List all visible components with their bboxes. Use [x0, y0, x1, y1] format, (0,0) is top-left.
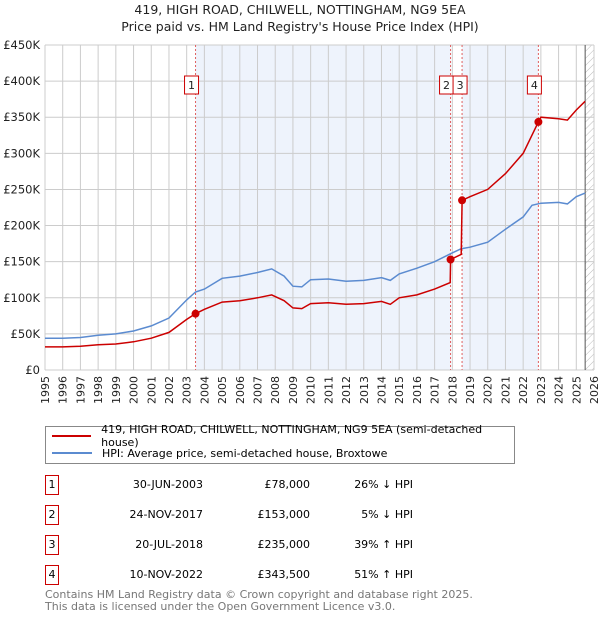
sale-price: £78,000	[264, 478, 311, 491]
legend-swatch-hpi	[52, 452, 92, 454]
legend: 419, HIGH ROAD, CHILWELL, NOTTINGHAM, NG…	[45, 423, 515, 464]
sale-date: 10-NOV-2022	[129, 568, 203, 581]
legend-label-price: 419, HIGH ROAD, CHILWELL, NOTTINGHAM, NG…	[101, 423, 483, 449]
sale-date: 30-JUN-2003	[132, 478, 203, 491]
sale-label-box	[452, 75, 468, 95]
x-tick-label: 1998	[92, 376, 105, 404]
sale-number: 1	[45, 475, 59, 495]
y-tick-label: £400K	[3, 74, 40, 88]
chart-subtitle: Price paid vs. HM Land Registry's House …	[121, 19, 479, 34]
x-tick-label: 2012	[340, 376, 353, 404]
y-tick-label: £0	[25, 363, 40, 377]
sale-label-number: 1	[188, 79, 195, 92]
x-tick-label: 2013	[358, 376, 371, 404]
sale-label-number: 2	[443, 79, 450, 92]
x-tick-label: 2003	[181, 376, 194, 404]
x-tick-label: 2019	[464, 376, 477, 404]
sale-row: 1 30-JUN-2003 £78,000 26% ↓ HPI	[45, 475, 465, 495]
x-tick-label: 2002	[163, 376, 176, 404]
sale-row: 4 10-NOV-2022 £343,500 51% ↑ HPI	[45, 565, 465, 585]
x-tick-label: 2010	[305, 376, 318, 404]
forecast-hatch	[585, 45, 594, 370]
sale-label-box	[184, 75, 200, 95]
price-paid-line	[45, 100, 586, 348]
x-tick-label: 2006	[234, 376, 247, 404]
x-tick-label: 2014	[375, 376, 388, 404]
x-tick-label: 2011	[322, 376, 335, 404]
x-tick-label: 2016	[411, 376, 424, 404]
x-tick-label: 1997	[74, 376, 87, 404]
x-tick-label: 2023	[535, 376, 548, 404]
sale-row: 3 20-JUL-2018 £235,000 39% ↑ HPI	[45, 535, 465, 555]
sale-price: £235,000	[257, 538, 311, 551]
x-tick-label: 2001	[145, 376, 158, 404]
y-tick-label: £150K	[3, 255, 40, 269]
x-tick-label: 2009	[287, 376, 300, 404]
sale-hpi-diff: 51% ↑ HPI	[354, 568, 413, 581]
sale-number: 4	[45, 565, 59, 585]
sale-number: 2	[45, 505, 59, 525]
x-tick-label: 1996	[57, 376, 70, 404]
x-tick-label: 2004	[198, 376, 211, 404]
sale-date: 24-NOV-2017	[129, 508, 203, 521]
x-tick-label: 2005	[216, 376, 229, 404]
chart-title: 419, HIGH ROAD, CHILWELL, NOTTINGHAM, NG…	[134, 2, 466, 17]
sale-hpi-diff: 39% ↑ HPI	[354, 538, 413, 551]
y-tick-label: £250K	[3, 182, 40, 196]
y-tick-label: £200K	[3, 219, 40, 233]
legend-swatch-price	[52, 435, 92, 437]
x-tick-label: 1999	[110, 376, 123, 404]
y-tick-label: £450K	[3, 38, 40, 52]
line-chart: 1995 1996 1997 1998 1999 2000 2001 2002 2003 2004…	[3, 38, 600, 404]
sale-hpi-diff: 26% ↓ HPI	[354, 478, 413, 491]
shaded-period	[462, 45, 539, 370]
sale-number: 3	[45, 535, 59, 555]
sale-point	[534, 117, 543, 126]
x-tick-label: 2018	[446, 376, 459, 404]
x-tick-label: 2008	[269, 376, 282, 404]
x-tick-label: 2000	[128, 376, 141, 404]
hpi-line	[45, 192, 586, 339]
sale-hpi-diff: 5% ↓ HPI	[361, 508, 413, 521]
x-tick-label: 2007	[252, 376, 265, 404]
shaded-period	[195, 45, 451, 370]
footer-licence: This data is licensed under the Open Gov…	[45, 600, 396, 613]
sale-label-number: 3	[457, 79, 464, 92]
x-tick-label: 2020	[482, 376, 495, 404]
y-tick-label: £100K	[3, 291, 40, 305]
sale-date: 20-JUL-2018	[135, 538, 203, 551]
x-tick-label: 1995	[39, 376, 52, 404]
sale-label-number: 4	[531, 79, 538, 92]
y-tick-label: £50K	[11, 327, 41, 341]
x-tick-label: 2025	[570, 376, 583, 404]
x-tick-label: 2022	[517, 376, 530, 404]
sale-row: 2 24-NOV-2017 £153,000 5% ↓ HPI	[45, 505, 465, 525]
x-tick-label: 2021	[499, 376, 512, 404]
sale-point	[191, 309, 200, 318]
sale-point	[458, 196, 467, 205]
x-tick-label: 2017	[429, 376, 442, 404]
x-tick-label: 2026	[588, 376, 600, 404]
sale-price: £343,500	[257, 568, 311, 581]
sale-point	[446, 255, 455, 264]
legend-label-hpi: HPI: Average price, semi-detached house,…	[102, 446, 388, 460]
x-tick-label: 2015	[393, 376, 406, 404]
footer-copyright: Contains HM Land Registry data © Crown c…	[45, 588, 473, 601]
sale-price: £153,000	[257, 508, 311, 521]
y-tick-label: £350K	[3, 110, 40, 124]
y-tick-label: £300K	[3, 146, 40, 160]
x-tick-label: 2024	[553, 376, 566, 404]
sale-label-box	[526, 75, 542, 95]
